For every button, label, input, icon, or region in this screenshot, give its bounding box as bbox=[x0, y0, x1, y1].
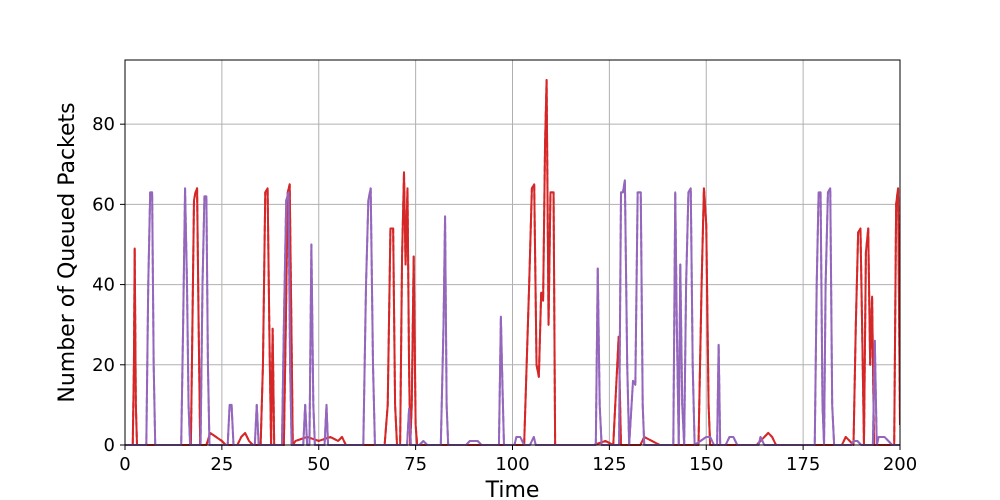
y-axis-label: Number of Queued Packets bbox=[55, 102, 80, 402]
x-tick-label: 125 bbox=[592, 454, 626, 475]
x-tick-label: 175 bbox=[786, 454, 820, 475]
x-axis-label: Time bbox=[485, 478, 540, 500]
x-tick-label: 0 bbox=[119, 454, 130, 475]
x-tick-label: 150 bbox=[689, 454, 723, 475]
x-tick-label: 200 bbox=[883, 454, 917, 475]
grid-lines bbox=[124, 60, 901, 446]
x-tick-label: 50 bbox=[307, 454, 330, 475]
y-tick-label: 60 bbox=[92, 194, 115, 215]
y-tick-label: 80 bbox=[92, 114, 115, 135]
y-tick-label: 40 bbox=[92, 275, 115, 296]
y-tick-label: 0 bbox=[104, 435, 115, 456]
x-tick-label: 75 bbox=[404, 454, 427, 475]
x-tick-label: 100 bbox=[495, 454, 529, 475]
y-ticks: 0 20 40 60 80 bbox=[92, 114, 125, 456]
x-ticks: 0 25 50 75 100 125 150 175 200 bbox=[119, 445, 917, 475]
series-line-1 bbox=[125, 179, 900, 446]
x-tick-label: 25 bbox=[210, 454, 233, 475]
y-tick-label: 20 bbox=[92, 355, 115, 376]
